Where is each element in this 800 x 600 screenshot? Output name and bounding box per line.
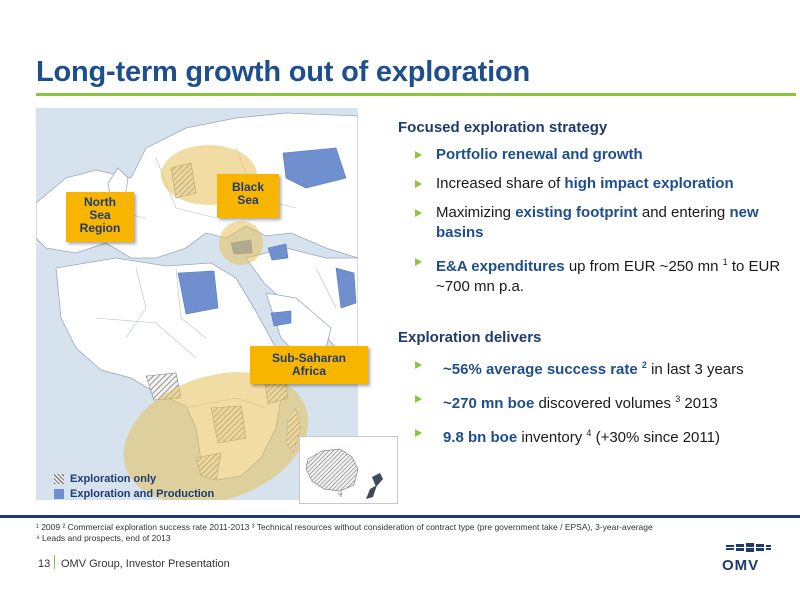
callout-black-sea-line2: Sea — [237, 193, 259, 207]
page-title: Long-term growth out of exploration — [36, 56, 531, 88]
footnotes-line1: ¹ 2009 ² Commercial exploration success … — [36, 522, 653, 532]
bullet-expenditures-hl: E&A expenditures — [436, 258, 565, 275]
bullet-success-rate: ~56% average success rate 2 in last 3 ye… — [398, 355, 790, 380]
bullet-high-impact-pre: Increased share of — [436, 175, 565, 192]
legend-label-exploration-production: Exploration and Production — [70, 487, 215, 500]
bullet-footprint-mid: and entering — [637, 204, 730, 221]
footnote-ref-2: 2 — [641, 360, 647, 370]
bullet-portfolio-text: Portfolio renewal and growth — [436, 146, 643, 163]
callout-north-sea-line2: Sea — [89, 208, 111, 222]
callout-north-sea-line1: North — [84, 195, 116, 209]
callout-black-sea: Black Sea — [217, 174, 279, 218]
callout-africa-line2: Africa — [291, 364, 326, 378]
australia-nz-map-icon — [305, 448, 383, 499]
title-divider — [36, 93, 796, 96]
footer-separator — [54, 555, 55, 569]
legend-exploration-production: Exploration and Production — [54, 486, 214, 501]
callout-north-sea-line3: Region — [79, 221, 121, 235]
bullet-footprint: Maximizing existing footprint and enteri… — [398, 203, 790, 243]
footnote-ref-3: 3 — [675, 394, 681, 404]
bullet-success-rate-post: in last 3 years — [646, 361, 744, 378]
exploration-map — [36, 108, 358, 500]
footer-title: OMV Group, Investor Presentation — [61, 558, 230, 570]
bullet-inventory-post2: (+30% since 2011) — [591, 429, 720, 446]
callout-north-sea: North Sea Region — [66, 192, 134, 242]
section-heading-delivers: Exploration delivers — [398, 329, 542, 346]
omv-logo-text: OMV — [722, 557, 760, 574]
bullet-footprint-hl1: existing footprint — [515, 204, 638, 221]
bullet-high-impact: Increased share of high impact explorati… — [398, 174, 790, 194]
bullet-volumes-hl: ~270 mn boe — [443, 395, 535, 412]
bullet-inventory-post: inventory — [517, 429, 587, 446]
bullet-volumes-post: discovered volumes — [534, 395, 676, 412]
content-panel: Focused exploration strategy Portfolio r… — [398, 119, 790, 448]
bullet-expenditures-post1: up from EUR ~250 mn — [564, 258, 723, 275]
bullet-high-impact-hl: high impact exploration — [564, 175, 734, 192]
footnote-ref-4: 4 — [586, 428, 592, 438]
bullet-success-rate-hl: ~56% average success rate — [443, 361, 642, 378]
map-legend: Exploration only Exploration and Product… — [54, 471, 214, 501]
footnotes-line2: ⁴ Leads and prospects, end of 2013 — [36, 533, 171, 543]
hatch-swatch-icon — [54, 473, 64, 484]
footer-divider — [0, 515, 800, 518]
callout-africa: Sub-Saharan Africa — [250, 346, 368, 384]
omv-logo-icon — [726, 543, 771, 552]
legend-label-exploration-only: Exploration only — [70, 472, 157, 485]
callout-africa-line1: Sub-Saharan — [271, 351, 346, 365]
bullet-footprint-hl2: new basins — [436, 204, 759, 241]
footnote-ref-1: 1 — [722, 257, 728, 267]
bullet-volumes: ~270 mn boe discovered volumes 3 2013 — [398, 389, 790, 414]
section-heading-strategy: Focused exploration strategy — [398, 119, 608, 136]
page-number: 13 — [38, 558, 51, 570]
bullet-expenditures-post2: to EUR ~700 mn p.a. — [436, 258, 781, 295]
bullet-volumes-post2: 2013 — [680, 395, 718, 412]
bullet-portfolio: Portfolio renewal and growth — [398, 145, 790, 165]
callout-black-sea-line1: Black — [231, 180, 265, 194]
bullet-inventory: 9.8 bn boe inventory 4 (+30% since 2011) — [398, 423, 790, 448]
bullet-footprint-pre: Maximizing — [436, 204, 516, 221]
bullet-inventory-hl: 9.8 bn boe — [443, 429, 518, 446]
legend-exploration-only: Exploration only — [54, 471, 214, 486]
bullet-expenditures: E&A expenditures up from EUR ~250 mn 1 t… — [398, 252, 790, 297]
australia-inset-map — [299, 436, 398, 504]
solid-swatch-icon — [54, 488, 64, 499]
